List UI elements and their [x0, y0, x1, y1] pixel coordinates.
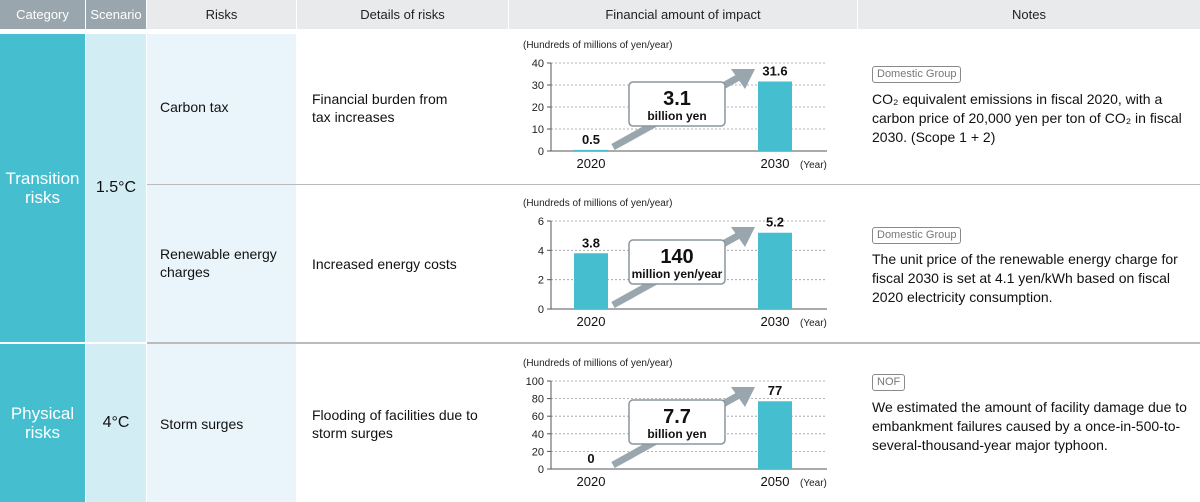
x-unit-label: (Year)	[800, 318, 827, 329]
callout-unit: billion yen	[647, 109, 706, 123]
impact-chart-renewable: (Hundreds of millions of yen/year) 0 2 4 6 3.…	[523, 198, 827, 329]
impact-chart-storm-surges: (Hundreds of millions of yen/year) 0 20 40 6…	[523, 358, 827, 489]
callout-unit: billion yen	[647, 427, 706, 441]
risk-detail-line2: storm surges	[312, 425, 393, 441]
risk-name-line1: Carbon tax	[160, 99, 229, 115]
callout-value: 3.1	[663, 88, 691, 110]
bar-2030	[758, 81, 792, 151]
bar-value-label: 5.2	[766, 215, 784, 230]
risk-detail-line1: Increased energy costs	[312, 256, 457, 272]
callout-value: 7.7	[663, 406, 691, 428]
header-scenario: Scenario	[86, 0, 146, 29]
header-details: Details of risks	[297, 0, 508, 29]
risk-cell-bg-1	[147, 34, 296, 184]
risk-detail-2: Increased energy costs	[312, 255, 457, 273]
callout-value: 140	[660, 246, 693, 268]
scenario-physical: 4°C	[86, 344, 146, 502]
x-tick-label: 2020	[577, 156, 606, 171]
x-tick-label: 2030	[761, 156, 790, 171]
x-tick-label: 2020	[577, 474, 606, 489]
callout-box	[628, 399, 726, 445]
y-tick-label: 40	[532, 429, 544, 441]
chart-ylabel: (Hundreds of millions of yen/year)	[523, 358, 673, 369]
y-tick-label: 40	[532, 58, 544, 70]
bar-value-label: 0.5	[582, 132, 600, 147]
x-tick-label: 2030	[761, 314, 790, 329]
scenario-transition: 1.5°C	[86, 34, 146, 342]
row-divider-2	[147, 342, 1200, 344]
y-tick-label: 4	[538, 245, 544, 257]
growth-arrow-head	[731, 69, 755, 89]
bar-value-label: 77	[768, 383, 782, 398]
row-divider-1	[147, 184, 1200, 185]
y-tick-label: 60	[532, 411, 544, 423]
risk-name-line1: Renewable energy	[160, 246, 277, 262]
growth-arrow-head	[731, 227, 755, 247]
x-unit-label: (Year)	[800, 160, 827, 171]
y-tick-label: 80	[532, 394, 544, 406]
y-tick-label: 0	[538, 304, 544, 316]
scope-badge-2: Domestic Group	[872, 227, 962, 244]
note-3: We estimated the amount of facility dama…	[872, 399, 1187, 453]
bar-value-label: 3.8	[582, 235, 600, 250]
x-unit-label: (Year)	[800, 478, 827, 489]
risk-detail-line1: Flooding of facilities due to	[312, 407, 478, 423]
risk-name-storm-surges: Storm surges	[160, 415, 243, 433]
bar-2020	[574, 149, 608, 151]
category-transition-line2: risks	[25, 188, 60, 207]
category-physical: Physical risks	[0, 344, 85, 502]
y-tick-label: 2	[538, 275, 544, 287]
note-2: The unit price of the renewable energy c…	[872, 251, 1178, 305]
risk-name-line2: charges	[160, 264, 210, 280]
risk-cell-bg-2	[147, 185, 296, 342]
impact-chart-carbon-tax: (Hundreds of millions of yen/year)010203…	[523, 40, 827, 171]
bar-2020	[574, 253, 608, 309]
risk-cell-bg-3	[147, 344, 296, 502]
note-1: CO₂ equivalent emissions in fiscal 2020,…	[872, 91, 1182, 145]
header-financial: Financial amount of impact	[509, 0, 857, 29]
callout-box	[628, 81, 726, 127]
category-physical-line2: risks	[25, 423, 60, 442]
header-notes: Notes	[858, 0, 1200, 29]
bar-2050	[758, 401, 792, 469]
risk-name-carbon-tax: Carbon tax	[160, 98, 228, 116]
risk-detail-line2: tax increases	[312, 109, 395, 125]
x-tick-label: 2020	[577, 314, 606, 329]
x-tick-label: 2050	[761, 474, 790, 489]
bar-value-label: 31.6	[762, 63, 787, 78]
header-risks: Risks	[147, 0, 296, 29]
risk-detail-line1: Financial burden from	[312, 91, 448, 107]
bar-2030	[758, 232, 792, 309]
y-tick-label: 0	[538, 464, 544, 476]
risk-detail-1: Financial burden from tax increases	[312, 90, 447, 126]
y-tick-label: 30	[532, 80, 544, 92]
y-tick-label: 6	[538, 216, 544, 228]
y-tick-label: 20	[532, 446, 544, 458]
header-category: Category	[0, 0, 85, 29]
callout-box	[628, 239, 726, 285]
chart-ylabel: (Hundreds of millions of yen/year)	[523, 40, 673, 51]
scope-badge-1: Domestic Group	[872, 66, 962, 83]
y-tick-label: 100	[526, 376, 544, 388]
chart-ylabel: (Hundreds of millions of yen/year)	[523, 198, 673, 209]
y-tick-label: 10	[532, 124, 544, 136]
risk-name-renewable: Renewable energy charges	[160, 245, 277, 281]
growth-arrow-head	[731, 387, 755, 407]
y-tick-label: 0	[538, 146, 544, 158]
risk-detail-3: Flooding of facilities due to storm surg…	[312, 406, 478, 442]
category-transition: Transition risks	[0, 34, 85, 342]
callout-unit: million yen/year	[632, 267, 723, 281]
category-transition-line1: Transition	[5, 169, 80, 188]
risk-name-line1: Storm surges	[160, 416, 244, 432]
scope-badge-3: NOF	[872, 374, 906, 391]
bar-value-label: 0	[587, 451, 594, 466]
category-physical-line1: Physical	[10, 404, 75, 423]
y-tick-label: 20	[532, 102, 544, 114]
